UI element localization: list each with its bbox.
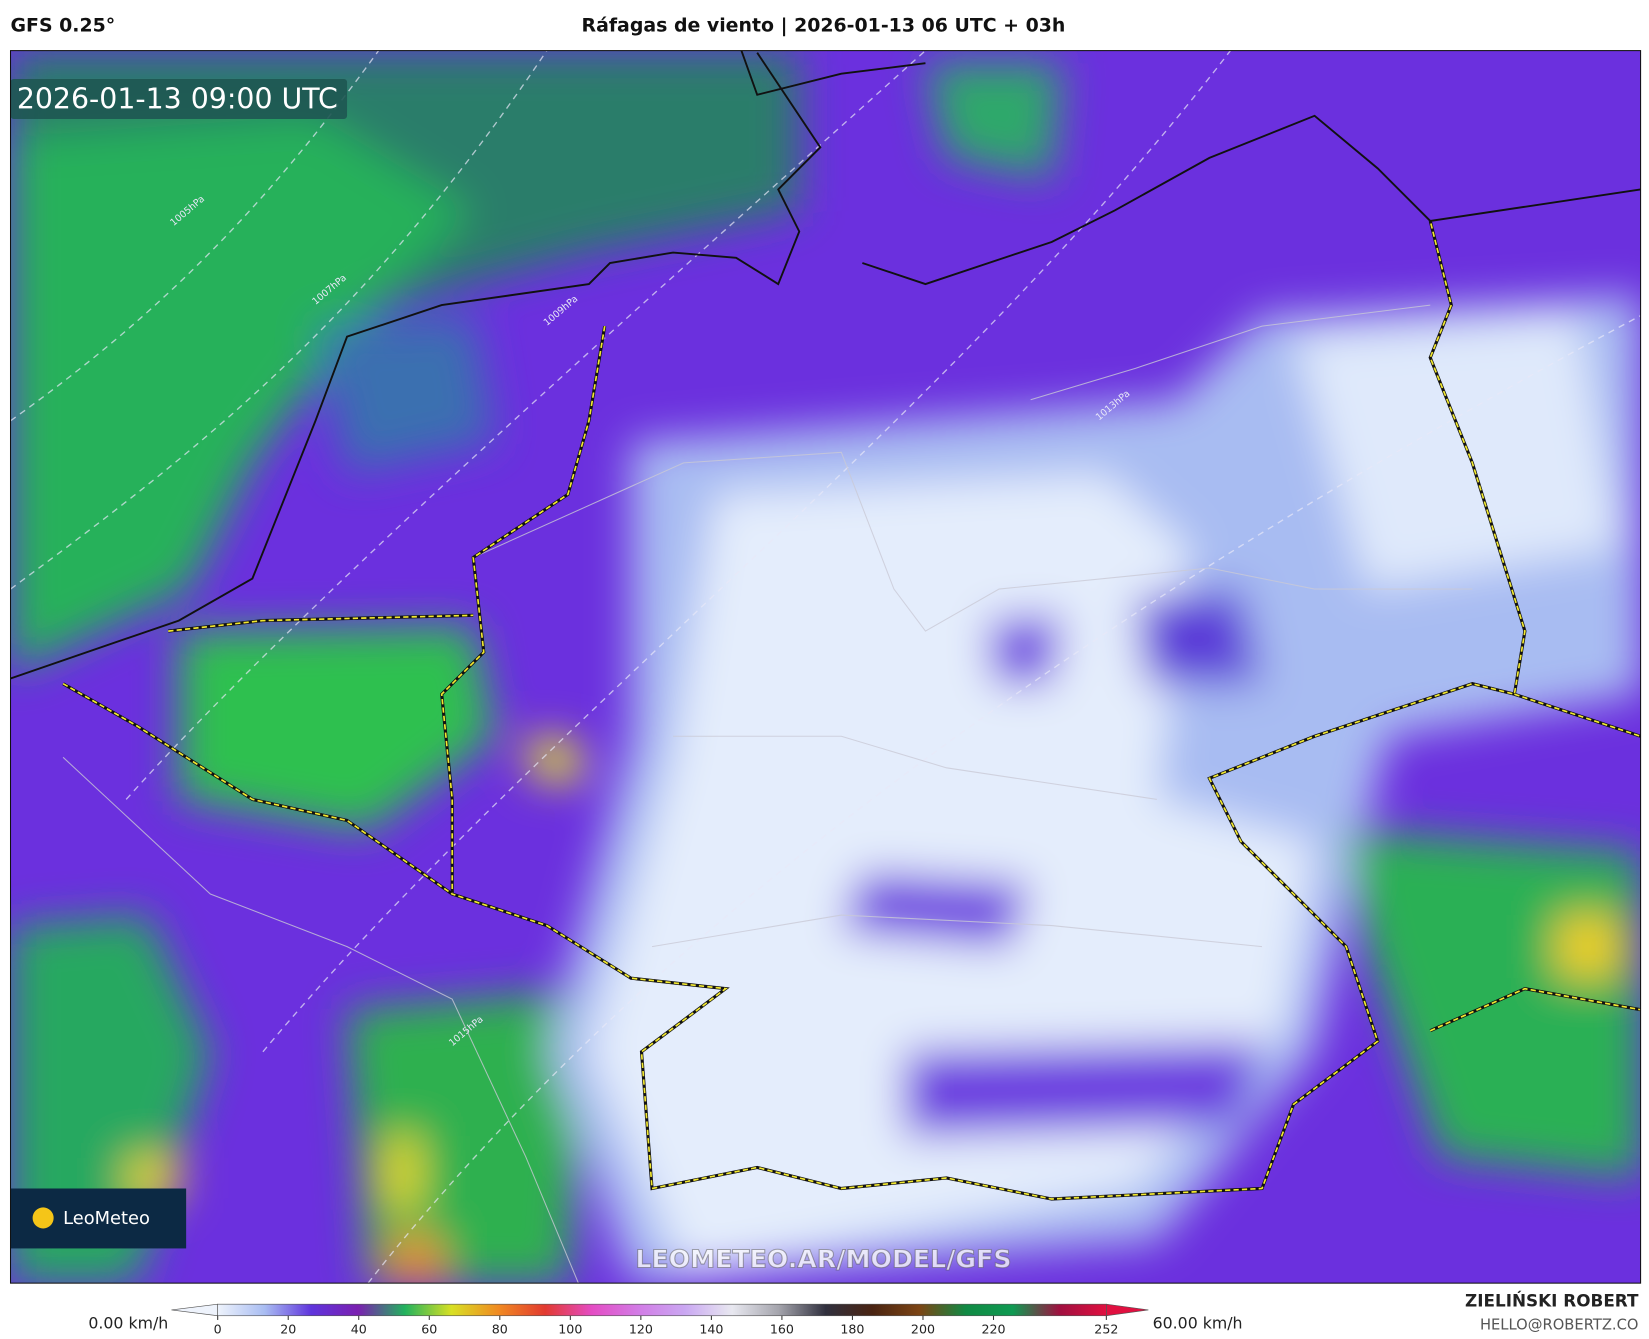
colorbar-tick-label: 80 bbox=[492, 1322, 508, 1337]
wind-area bbox=[1293, 315, 1620, 590]
coastline bbox=[740, 50, 926, 96]
wind-area bbox=[389, 1235, 442, 1284]
logo-text: LeoMeteo bbox=[63, 1208, 150, 1229]
colorbar: 0.00 km/h 60.00 km/h 0 20 40 60 80 100 120 140 1… bbox=[88, 1303, 1243, 1337]
colorbar-tick-label: 0 bbox=[214, 1322, 222, 1337]
colorbar-tick-label: 140 bbox=[699, 1322, 723, 1337]
model-name: GFS 0.25° bbox=[11, 15, 116, 37]
logo-sun bbox=[32, 1207, 54, 1229]
borders bbox=[10, 50, 1641, 1284]
wind-area bbox=[315, 315, 495, 474]
colorbar-max-arrow bbox=[1106, 1303, 1149, 1317]
wind-area bbox=[10, 115, 474, 674]
wind-area bbox=[383, 1135, 421, 1210]
colorbar-max-label: 60.00 km/h bbox=[1153, 1313, 1243, 1332]
colorbar-bar bbox=[217, 1303, 1107, 1317]
colorbar-tick-label: 220 bbox=[981, 1322, 1005, 1337]
wind-area bbox=[988, 615, 1063, 684]
colorbar-tick-label: 160 bbox=[770, 1322, 794, 1337]
admin-border bbox=[673, 735, 1157, 800]
colorbar-tick-label: 40 bbox=[351, 1322, 367, 1337]
time-badge bbox=[10, 78, 348, 119]
country-border bbox=[168, 614, 474, 632]
country-border bbox=[440, 220, 1526, 1200]
map-title: Ráfagas de viento | 2026-01-13 06 UTC + … bbox=[582, 15, 1066, 37]
coastline bbox=[10, 52, 822, 680]
wind-area bbox=[1135, 589, 1262, 684]
valid-time: 2026-01-13 09:00 UTC bbox=[17, 82, 338, 115]
colorbar-tick-label: 100 bbox=[558, 1322, 582, 1337]
admin-border bbox=[1030, 304, 1431, 401]
isobar-line bbox=[125, 50, 926, 800]
isobar-line bbox=[367, 315, 1641, 1284]
colorbar-tick-label: 60 bbox=[421, 1322, 437, 1337]
isobar-line bbox=[262, 50, 1231, 1053]
colorbar-tick-label: 252 bbox=[1094, 1322, 1118, 1337]
wind-area bbox=[1556, 915, 1620, 979]
colorbar-min-label: 0.00 km/h bbox=[88, 1313, 168, 1332]
admin-border bbox=[651, 914, 1263, 948]
colorbar-min-arrow bbox=[171, 1303, 219, 1317]
colorbar-tick-label: 200 bbox=[911, 1322, 935, 1337]
country-border bbox=[1514, 693, 1641, 738]
colorbar-tick-label: 180 bbox=[840, 1322, 864, 1337]
admin-border bbox=[473, 451, 1473, 632]
watermark: LEOMETEO.AR/MODEL/GFS bbox=[635, 1244, 1011, 1273]
country-border bbox=[62, 682, 453, 895]
wind-area bbox=[925, 63, 1063, 179]
coastline bbox=[862, 114, 1641, 286]
author: ZIELIŃSKI ROBERT bbox=[1465, 1289, 1639, 1310]
country-border bbox=[1429, 987, 1641, 1032]
colorbar-tick-label: 20 bbox=[280, 1322, 296, 1337]
email: HELLO@ROBERTZ.CO bbox=[1480, 1316, 1639, 1333]
wind-area bbox=[841, 872, 1031, 947]
wind-area bbox=[525, 736, 584, 784]
admin-border bbox=[62, 756, 579, 1284]
wind-area bbox=[178, 625, 495, 831]
map-frame bbox=[9, 50, 1642, 1284]
colorbar-tick-label: 120 bbox=[629, 1322, 653, 1337]
wind-area bbox=[904, 1041, 1262, 1136]
